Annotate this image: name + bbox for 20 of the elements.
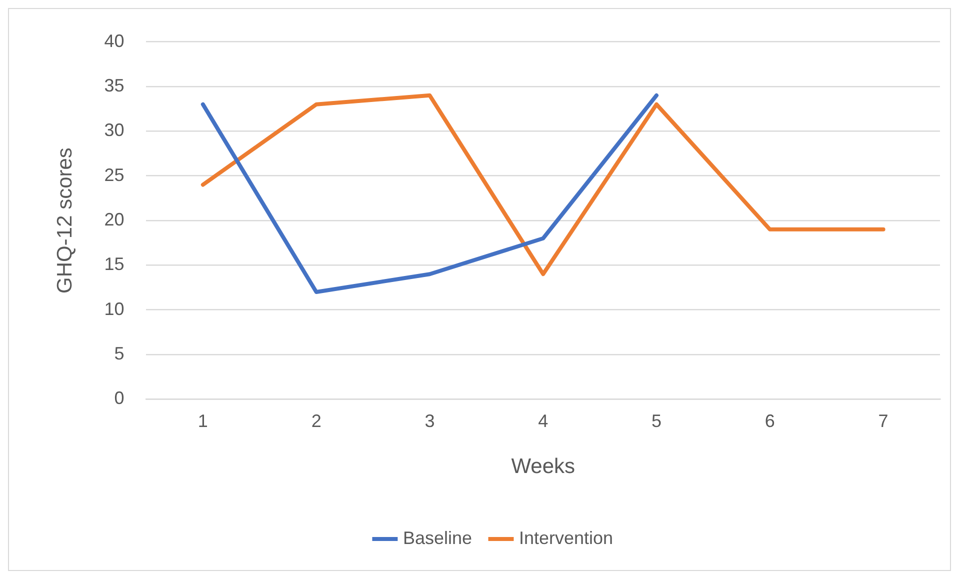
y-tick-label: 25 (104, 164, 124, 185)
y-tick-label: 20 (104, 209, 124, 230)
x-tick-label: 7 (878, 410, 888, 431)
y-tick-label: 10 (104, 298, 124, 319)
y-tick-label: 15 (104, 254, 124, 274)
x-tick-label: 5 (652, 410, 662, 431)
legend-label: Baseline (402, 528, 472, 548)
x-tick-label: 2 (311, 410, 322, 431)
y-tick-label: 0 (114, 388, 124, 408)
y-tick-label: 40 (104, 30, 124, 51)
x-tick-label: 6 (764, 410, 775, 431)
y-tick-label: 35 (104, 75, 124, 96)
x-tick-label: 1 (198, 410, 208, 431)
y-tick-label: 30 (104, 120, 124, 140)
x-axis-title: Weeks (511, 455, 576, 478)
x-tick-label: 3 (424, 410, 435, 431)
legend-label: Intervention (518, 528, 614, 548)
x-tick-label: 4 (538, 410, 548, 431)
y-axis-title: GHQ-12 scores (53, 148, 76, 294)
y-tick-label: 5 (114, 343, 124, 364)
